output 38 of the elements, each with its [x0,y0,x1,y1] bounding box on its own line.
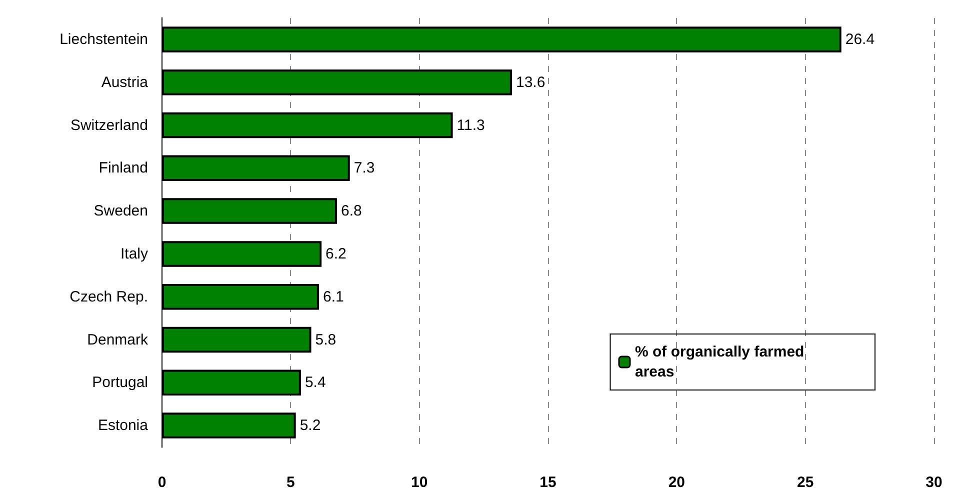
legend-label: % of organically farmed areas [635,344,808,380]
bar [162,412,296,438]
y-tick-label: Italy [120,245,148,262]
bar [162,241,322,267]
y-tick-label: Liechstentein [60,30,148,48]
data-label: 6.2 [326,245,346,262]
y-tick-label: Denmark [87,331,148,348]
y-tick-label: Austria [101,74,149,91]
bar [162,26,842,52]
data-label: 5.2 [300,417,321,434]
bar [162,112,453,138]
y-tick-label: Czech Rep. [70,288,148,306]
data-label: 5.4 [304,374,326,392]
y-tick-label: Finland [98,160,148,177]
data-label: 6.1 [322,288,344,306]
bar [162,326,312,353]
bar [162,370,301,396]
x-tick-label: 20 [668,474,686,491]
y-tick-label: Sweden [94,202,148,220]
y-tick-label: Switzerland [70,116,148,134]
bar [162,155,350,182]
data-label: 13.6 [516,74,546,91]
data-label: 26.4 [845,30,875,48]
x-tick-label: 0 [158,474,166,491]
x-tick-label: 5 [286,474,295,491]
bar [162,69,512,96]
y-tick-label: Estonia [98,417,149,434]
x-tick-label: 10 [410,474,428,491]
bar [162,198,337,224]
data-label: 6.8 [340,202,362,220]
bar [162,284,319,310]
data-label: 5.8 [315,331,336,348]
x-tick-label: 25 [796,474,814,491]
data-label: 11.3 [456,116,485,134]
x-tick-label: 15 [540,474,556,491]
x-tick-label: 30 [926,474,942,491]
data-label: 7.3 [354,160,375,177]
y-tick-label: Portugal [92,374,148,392]
